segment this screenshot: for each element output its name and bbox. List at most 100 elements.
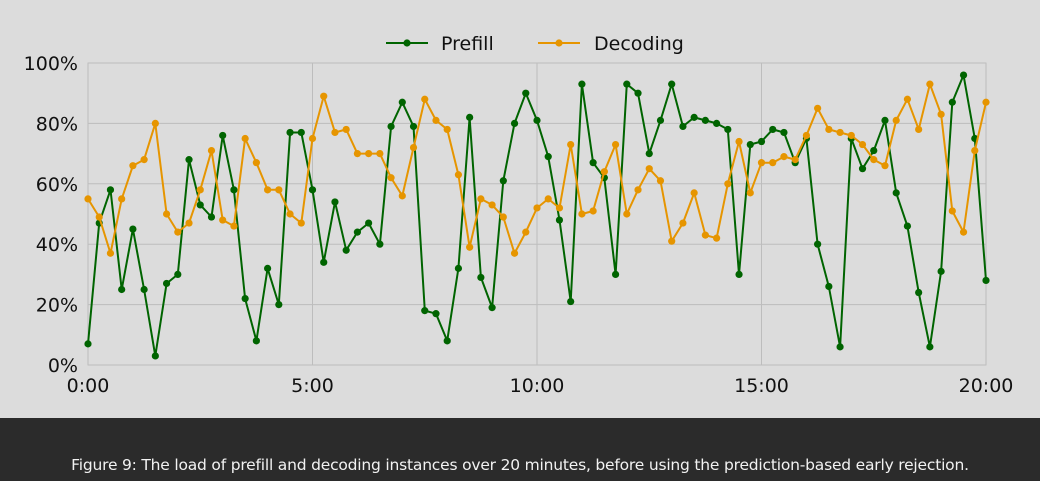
prefill-data-point: [241, 294, 249, 303]
y-tick-label: 20%: [36, 295, 78, 317]
decoding-data-point: [365, 150, 373, 158]
decoding-data-point: [589, 207, 597, 215]
prefill-data-point: [151, 352, 159, 360]
decoding-data-point: [499, 213, 507, 221]
decoding-data-point: [533, 204, 541, 212]
decoding-data-point: [825, 125, 833, 134]
prefill-data-point: [870, 146, 878, 155]
prefill-data-point: [634, 89, 642, 97]
prefill-data-point: [118, 285, 126, 294]
prefill-data-point: [679, 122, 687, 131]
decoding-data-point: [376, 150, 384, 158]
decoding-data-point: [207, 146, 216, 155]
prefill-data-point: [185, 156, 193, 164]
prefill-data-point: [207, 213, 216, 221]
decoding-data-point: [421, 95, 429, 103]
decoding-data-point: [432, 116, 440, 124]
prefill-data-point: [881, 116, 889, 124]
prefill-data-point: [387, 122, 395, 131]
prefill-data-point: [780, 128, 788, 137]
prefill-data-point: [398, 98, 406, 106]
prefill-data-point: [836, 343, 844, 351]
decoding-data-point: [656, 177, 665, 185]
decoding-data-point: [252, 159, 260, 167]
prefill-data-point: [320, 258, 328, 266]
decoding-data-point: [443, 125, 451, 134]
prefill-data-point: [297, 128, 305, 137]
prefill-data-point: [477, 273, 485, 282]
prefill-legend-label: Prefill: [441, 33, 494, 55]
decoding-data-point: [353, 150, 361, 158]
prefill-data-point: [454, 264, 463, 272]
decoding-data-point: [802, 131, 811, 140]
prefill-data-point: [746, 140, 754, 149]
prefill-data-point: [342, 246, 350, 254]
prefill-data-point: [409, 122, 418, 131]
prefill-data-point: [466, 113, 474, 121]
decoding-data-point: [713, 234, 721, 242]
decoding-data-point: [84, 195, 92, 203]
decoding-data-point: [668, 237, 676, 245]
decoding-data-point: [95, 213, 103, 221]
decoding-data-point: [915, 125, 923, 134]
legend: Prefill Decoding: [386, 33, 684, 55]
decoding-data-point: [488, 201, 496, 209]
figure-caption: Figure 9: The load of prefill and decodi…: [71, 456, 969, 474]
prefill-data-point: [892, 189, 900, 197]
decoding-data-point: [510, 249, 519, 257]
decoding-data-point: [780, 153, 788, 161]
decoding-data-point: [858, 140, 867, 149]
prefill-data-point: [264, 264, 272, 272]
prefill-data-point: [915, 288, 923, 297]
decoding-data-point: [645, 165, 653, 173]
decoding-data-point: [769, 159, 777, 167]
prefill-data-point: [959, 71, 968, 79]
prefill-data-point: [443, 337, 451, 345]
prefill-data-point: [129, 225, 137, 233]
decoding-data-point: [578, 210, 586, 218]
y-tick-label: 100%: [24, 53, 78, 75]
decoding-data-point: [129, 162, 137, 170]
prefill-data-point: [701, 116, 709, 124]
x-tick-label: 10:00: [510, 375, 565, 397]
decoding-data-point: [903, 95, 912, 103]
chart-figure: 0% 20% 40% 60% 80% 100% 0:00 5:00 10:00 15:00 20:0…: [0, 0, 1040, 418]
prefill-data-point: [735, 270, 743, 278]
decoding-data-point: [466, 243, 474, 251]
prefill-data-point: [365, 219, 373, 227]
prefill-data-point: [555, 216, 564, 224]
decoding-data-point: [409, 143, 418, 152]
prefill-data-point: [510, 119, 519, 127]
decoding-legend-marker: [555, 39, 563, 47]
prefill-data-point: [275, 301, 283, 309]
decoding-data-point: [118, 195, 126, 203]
prefill-data-point: [769, 125, 777, 134]
decoding-data-point: [241, 134, 249, 143]
decoding-data-point: [219, 216, 227, 224]
x-tick-label: 15:00: [734, 375, 789, 397]
decoding-data-point: [320, 92, 328, 100]
decoding-data-point: [611, 140, 620, 149]
decoding-data-point: [151, 119, 159, 127]
decoding-data-point: [791, 156, 799, 164]
prefill-data-point: [656, 116, 665, 124]
y-tick-label: 80%: [36, 113, 78, 135]
decoding-data-point: [286, 210, 294, 218]
prefill-data-point: [814, 240, 822, 248]
prefill-data-point: [499, 177, 507, 185]
decoding-data-point: [331, 128, 339, 137]
decoding-data-point: [623, 210, 631, 218]
prefill-data-point: [926, 343, 934, 351]
decoding-data-point: [522, 228, 530, 236]
decoding-data-point: [544, 195, 552, 203]
prefill-data-point: [140, 285, 148, 294]
prefill-data-point: [645, 150, 653, 158]
prefill-data-point: [84, 340, 92, 348]
decoding-data-point: [398, 192, 406, 200]
decoding-data-point: [757, 159, 766, 167]
decoding-data-point: [297, 219, 305, 227]
prefill-data-point: [353, 228, 361, 236]
decoding-data-point: [735, 137, 743, 146]
prefill-data-point: [196, 201, 204, 209]
prefill-data-point: [286, 128, 294, 137]
